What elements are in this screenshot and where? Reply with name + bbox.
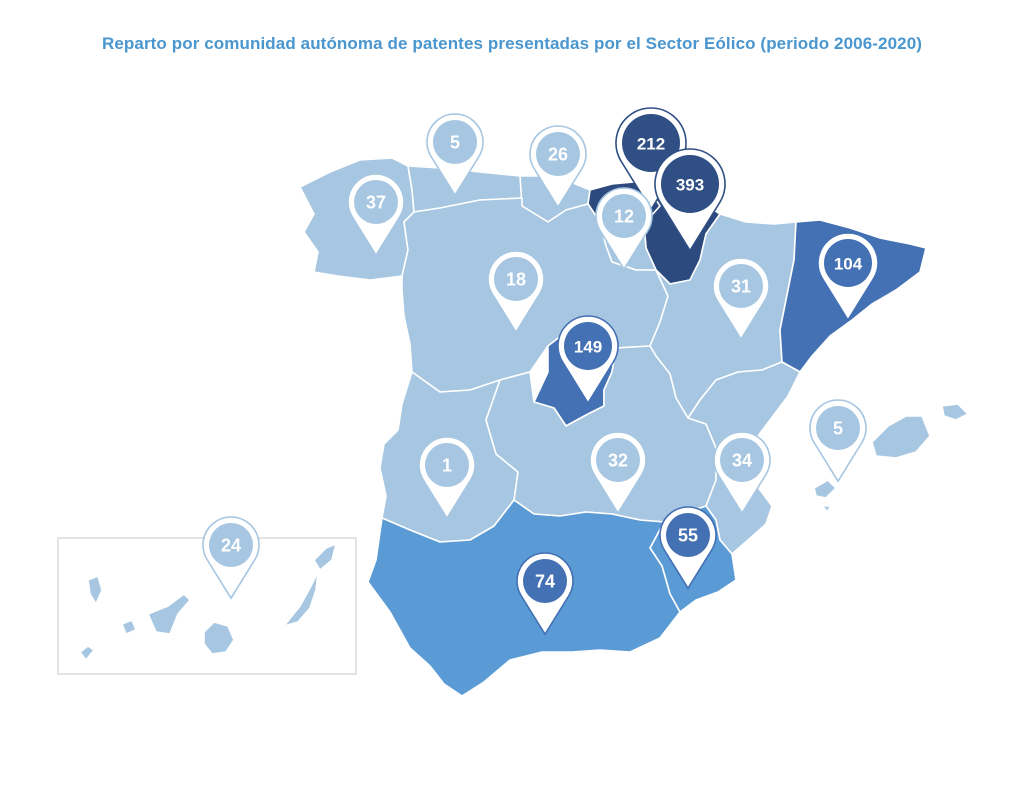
pin-value-circle [425, 443, 469, 487]
map-title: Reparto por comunidad autónoma de patent… [101, 34, 923, 53]
pin-value-extremadura: 1 [442, 456, 452, 476]
pin-value-asturias: 5 [450, 133, 460, 153]
region-baleares-mallorca [871, 415, 931, 459]
pin-value-canarias: 24 [221, 536, 241, 556]
map-pin-madrid: 149 [557, 315, 619, 405]
pin-value-circle [719, 264, 763, 308]
pin-value-circle [816, 406, 860, 450]
pin-value-circle [666, 513, 710, 557]
pin-value-madrid: 149 [574, 338, 602, 357]
region-canarias-fuerteventura [283, 571, 319, 627]
map-pin-comunidad-valenciana: 34 [713, 431, 771, 515]
pin-value-circle [564, 322, 612, 370]
map-pin-aragon: 31 [712, 257, 770, 341]
pin-value-cantabria: 26 [548, 145, 568, 165]
pin-value-navarra: 393 [676, 176, 704, 195]
pin-value-circle [824, 239, 872, 287]
pin-value-circle [209, 523, 253, 567]
map-pin-navarra: 393 [654, 148, 726, 253]
map-pin-baleares: 5 [809, 399, 867, 483]
region-baleares-ibiza [813, 479, 837, 499]
region-canarias-la-palma [87, 575, 103, 605]
region-canarias-lanzarote [313, 543, 337, 571]
region-canarias-tenerife [147, 593, 191, 635]
map-pin-pais-vasco: 212 [615, 107, 687, 212]
map-pin-cantabria: 26 [529, 125, 587, 209]
map-pin-asturias: 5 [426, 113, 484, 197]
pin-value-circle [354, 180, 398, 224]
region-canarias-la-gomera [121, 619, 137, 635]
pin-value-castilla-leon: 18 [506, 270, 526, 290]
map-pin-cataluna: 104 [817, 232, 879, 322]
map-pin-la-rioja: 12 [595, 187, 653, 271]
pin-value-circle [596, 438, 640, 482]
pin-value-circle [536, 132, 580, 176]
pin-value-aragon: 31 [731, 277, 751, 297]
pin-value-comunidad-valenciana: 34 [732, 451, 752, 471]
pin-value-murcia: 55 [678, 526, 698, 546]
pin-value-castilla-la-mancha: 32 [608, 451, 628, 471]
pin-value-circle [523, 559, 567, 603]
map-pin-castilla-leon: 18 [487, 250, 545, 334]
pin-value-circle [720, 438, 764, 482]
region-baleares-menorca [941, 403, 969, 421]
map-pin-andalucia: 74 [516, 552, 574, 636]
pin-value-circle [433, 120, 477, 164]
pin-value-la-rioja: 12 [614, 207, 634, 227]
pin-value-baleares: 5 [833, 419, 843, 439]
pin-value-circle [661, 155, 719, 213]
pin-value-galicia: 37 [366, 193, 386, 213]
pin-value-pais-vasco: 212 [637, 135, 665, 154]
pin-value-cataluna: 104 [834, 255, 863, 274]
pin-value-andalucia: 74 [535, 572, 555, 592]
map-pin-canarias: 24 [202, 516, 260, 600]
region-canarias-gran-canaria [203, 621, 235, 655]
map-pin-murcia: 55 [659, 506, 717, 590]
pin-value-circle [494, 257, 538, 301]
map-pin-galicia: 37 [347, 173, 405, 257]
pin-value-circle [622, 114, 680, 172]
region-baleares-formentera [821, 505, 831, 513]
region-canarias-el-hierro [79, 645, 95, 661]
pin-value-circle [602, 194, 646, 238]
map-pin-castilla-la-mancha: 32 [589, 431, 647, 515]
map-pin-extremadura: 1 [418, 436, 476, 520]
